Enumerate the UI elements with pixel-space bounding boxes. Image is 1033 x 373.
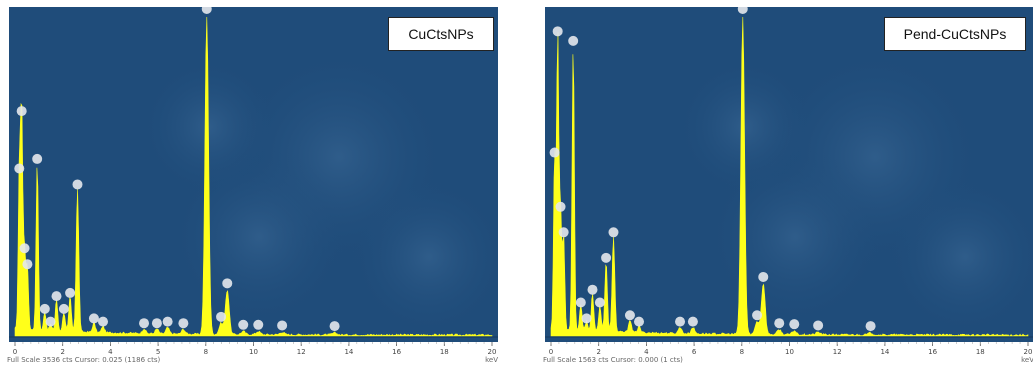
x-tick-label: 0 bbox=[549, 348, 553, 356]
peak-marker bbox=[19, 243, 30, 254]
sample-label-box: Pend-CuCtsNPs bbox=[884, 17, 1026, 51]
sample-label-box: CuCtsNPs bbox=[388, 17, 494, 51]
x-axis: 0 2 4 5 8 10 12 14 16 18 20 bbox=[9, 342, 498, 368]
x-tick-label: 14 bbox=[344, 348, 353, 356]
peak-marker bbox=[201, 7, 212, 14]
peak-marker bbox=[72, 179, 83, 190]
background-texture bbox=[675, 57, 815, 197]
peak-marker bbox=[238, 319, 249, 330]
x-tick-label: 10 bbox=[785, 348, 794, 356]
peak-marker bbox=[45, 316, 56, 327]
peak-marker bbox=[568, 35, 579, 46]
spectrum-plot-svg bbox=[545, 7, 1033, 338]
x-tick-label: 8 bbox=[204, 348, 208, 356]
x-tick-label: 16 bbox=[392, 348, 401, 356]
peak-marker bbox=[51, 291, 62, 302]
x-tick-label: 5 bbox=[156, 348, 160, 356]
x-tick-label: 4 bbox=[644, 348, 649, 356]
x-tick-label: 6 bbox=[692, 348, 697, 356]
peak-marker bbox=[687, 316, 698, 327]
x-tick-label: 0 bbox=[13, 348, 17, 356]
x-tick-label: 20 bbox=[488, 348, 497, 356]
x-tick-label: 12 bbox=[297, 348, 306, 356]
peak-marker bbox=[587, 284, 598, 295]
peak-marker bbox=[139, 318, 150, 329]
background-texture bbox=[349, 177, 498, 337]
peak-marker bbox=[549, 147, 560, 158]
x-tick-label: 18 bbox=[976, 348, 985, 356]
x-axis-svg: 0 2 4 5 8 10 12 14 16 18 20 bbox=[13, 342, 497, 356]
peak-marker bbox=[594, 297, 605, 308]
x-tick-label: 18 bbox=[440, 348, 449, 356]
x-axis-svg: 0 2 4 6 8 10 12 14 16 18 20 bbox=[549, 342, 1033, 356]
peak-marker bbox=[178, 318, 189, 329]
x-axis: 0 2 4 6 8 10 12 14 16 18 20 bbox=[545, 342, 1033, 368]
peak-marker bbox=[32, 153, 43, 164]
peak-marker bbox=[789, 319, 800, 330]
x-tick-label: 4 bbox=[108, 348, 113, 356]
peak-marker bbox=[624, 310, 635, 321]
peak-marker bbox=[222, 278, 233, 289]
peak-marker bbox=[253, 319, 264, 330]
x-tick-label: 14 bbox=[880, 348, 889, 356]
spectrum-plot-area bbox=[9, 7, 498, 342]
x-tick-label: 8 bbox=[740, 348, 744, 356]
peak-marker bbox=[58, 303, 69, 314]
x-axis-unit: keV bbox=[1021, 356, 1033, 364]
peak-marker bbox=[277, 320, 288, 331]
peak-marker bbox=[581, 313, 592, 324]
spectrum-plot-svg bbox=[9, 7, 498, 338]
peak-marker bbox=[151, 318, 162, 329]
background-texture bbox=[139, 57, 279, 197]
x-tick-label: 12 bbox=[833, 348, 842, 356]
scale-note: Full Scale 3536 cts Cursor: 0.025 (1186 … bbox=[7, 356, 161, 364]
peak-marker bbox=[813, 320, 824, 331]
background-texture bbox=[885, 177, 1033, 337]
x-tick-label: 16 bbox=[928, 348, 937, 356]
peak-marker bbox=[65, 287, 76, 298]
peak-marker bbox=[162, 316, 173, 327]
peak-marker bbox=[329, 321, 340, 332]
peak-marker bbox=[758, 271, 769, 282]
x-axis-unit: keV bbox=[485, 356, 498, 364]
peak-marker bbox=[737, 7, 748, 14]
scale-note: Full Scale 1563 cts Cursor: 0.000 (1 cts… bbox=[543, 356, 683, 364]
x-tick-label: 2 bbox=[596, 348, 600, 356]
spectrum-plot-area bbox=[545, 7, 1033, 342]
peak-marker bbox=[216, 311, 227, 322]
spectrum-series bbox=[550, 16, 1029, 337]
peak-marker bbox=[552, 26, 563, 37]
x-tick-label: 2 bbox=[60, 348, 64, 356]
peak-marker bbox=[752, 310, 763, 321]
peak-marker bbox=[22, 259, 33, 270]
eds-spectrum-panel-pend-cuctsnps: 0 2 4 6 8 10 12 14 16 18 20 Pend-CuCtsNPs Full Sca… bbox=[541, 3, 1033, 370]
peak-marker bbox=[555, 201, 566, 212]
peak-marker bbox=[634, 316, 645, 327]
x-tick-label: 20 bbox=[1024, 348, 1033, 356]
peak-marker bbox=[575, 297, 586, 308]
peak-marker bbox=[39, 303, 50, 314]
peak-marker bbox=[558, 227, 569, 238]
peak-marker bbox=[14, 163, 25, 174]
eds-spectrum-panel-cuctsnps: 0 2 4 5 8 10 12 14 16 18 20 CuCtsNPs Full Scale 35… bbox=[5, 3, 502, 370]
peak-marker bbox=[865, 321, 876, 332]
peak-marker bbox=[774, 318, 785, 329]
peak-marker bbox=[98, 316, 109, 327]
peak-marker bbox=[601, 252, 612, 263]
peak-marker bbox=[16, 106, 27, 117]
peak-marker bbox=[608, 227, 619, 238]
x-tick-label: 10 bbox=[249, 348, 258, 356]
peak-marker bbox=[675, 316, 686, 327]
peak-marker bbox=[88, 313, 99, 324]
